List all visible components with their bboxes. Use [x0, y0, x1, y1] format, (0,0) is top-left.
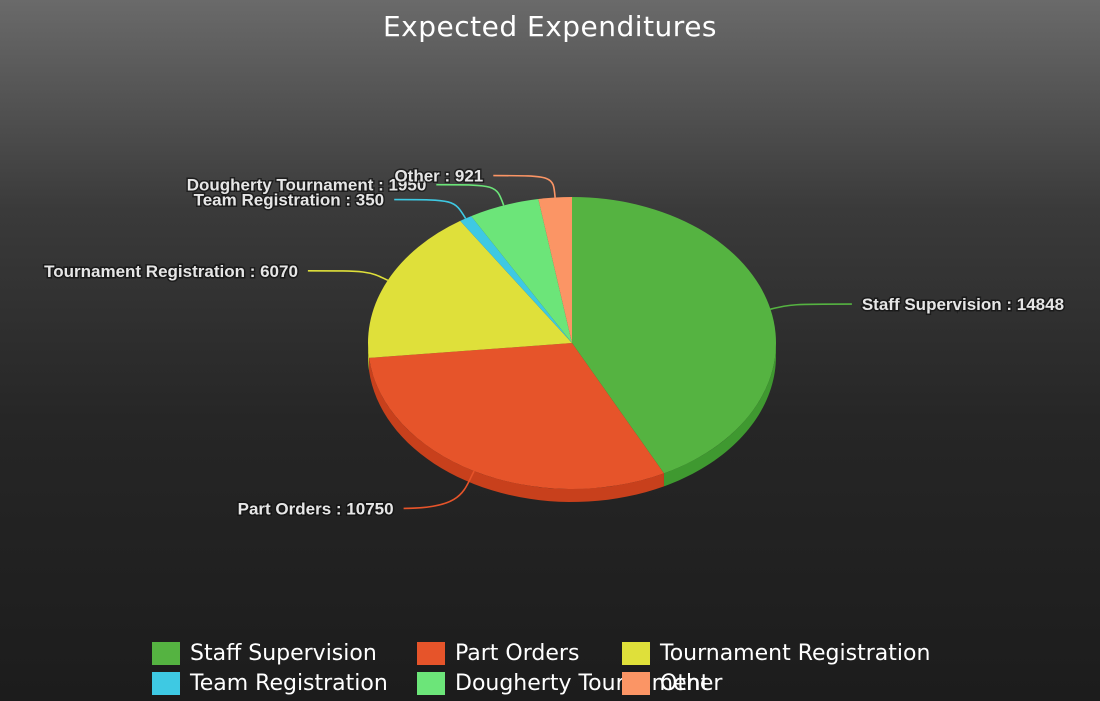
legend-swatch-5	[622, 671, 650, 695]
pie-slice-side-2	[368, 343, 370, 371]
legend-swatch-0	[152, 641, 180, 665]
legend-label-4: Dougherty Tournament	[455, 670, 710, 696]
chart-title: Expected Expenditures	[382, 10, 718, 43]
legend-swatch-3	[152, 671, 180, 695]
connector-line-2	[307, 270, 389, 282]
legend-item-0[interactable]: Staff Supervision	[152, 639, 417, 667]
legend-item-3[interactable]: Team Registration	[152, 669, 417, 697]
pie-slice-side-1	[369, 357, 664, 502]
pie-slice-4[interactable]	[471, 199, 572, 343]
pie-slice-5[interactable]	[538, 197, 572, 343]
legend-label-5: Other	[660, 670, 723, 696]
slice-label-0: Staff Supervision : 14848	[862, 295, 1064, 314]
legend-item-5[interactable]: Other	[622, 669, 952, 697]
slice-label-3: Team Registration : 350	[194, 191, 385, 210]
pie-slice-side-0	[663, 343, 776, 487]
pie-slice-2[interactable]	[368, 220, 572, 358]
slice-label-2: Tournament Registration : 6070	[44, 262, 298, 281]
slice-label-4: Dougherty Tournament : 1950	[187, 176, 427, 195]
legend-swatch-1	[417, 641, 445, 665]
legend-label-3: Team Registration	[190, 670, 388, 696]
pie-chart: Staff Supervision : 14848 Part Orders : 1…	[43, 165, 1066, 520]
connector-line-1	[403, 470, 475, 510]
legend-swatch-2	[622, 641, 650, 665]
legend-swatch-4	[417, 671, 445, 695]
slice-label-5: Other : 921	[394, 167, 483, 186]
legend-label-0: Staff Supervision	[190, 640, 377, 666]
legend-item-4[interactable]: Dougherty Tournament	[417, 669, 709, 697]
pie-slice-0[interactable]	[572, 197, 777, 474]
slice-label-1: Part Orders : 10750	[238, 499, 394, 518]
connector-line-0	[770, 303, 852, 310]
legend-item-1[interactable]: Part Orders	[417, 639, 622, 667]
pie-slice-3[interactable]	[460, 216, 572, 343]
legend-item-2[interactable]: Tournament Registration	[622, 639, 952, 667]
pie-slice-1[interactable]	[369, 343, 664, 490]
connector-line-5	[493, 174, 556, 198]
chart-legend: Staff Supervision Part Orders Tournament R…	[152, 639, 972, 697]
connector-line-3	[394, 198, 467, 219]
connector-line-4	[436, 183, 505, 206]
legend-label-1: Part Orders	[455, 640, 580, 666]
legend-label-2: Tournament Registration	[660, 640, 931, 666]
